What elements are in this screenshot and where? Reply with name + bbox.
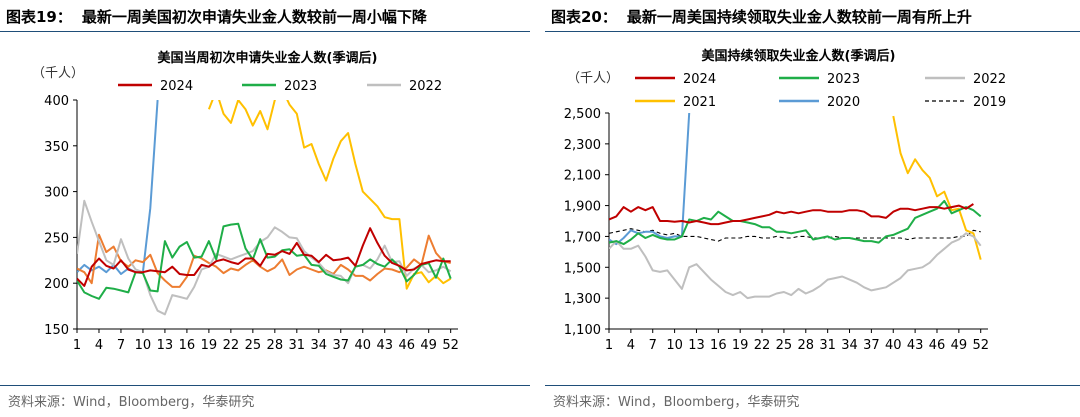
figure-title: 图表20： 最新一周美国持续领取失业金人数较前一周有所上升 bbox=[551, 6, 972, 27]
x-tick-label: 19 bbox=[732, 338, 749, 353]
x-tick-label: 34 bbox=[841, 338, 858, 353]
x-tick-label: 37 bbox=[863, 338, 880, 353]
figure-number: 图表20： bbox=[551, 8, 617, 26]
x-tick-label: 52 bbox=[972, 338, 989, 353]
figure-title: 图表19： 最新一周美国初次申请失业金人数较前一周小幅下降 bbox=[6, 6, 427, 27]
x-tick-label: 49 bbox=[951, 338, 968, 353]
figure-panel-continuing-claims: 图表20： 最新一周美国持续领取失业金人数较前一周有所上升 美国持续领取失业金人数… bbox=[545, 0, 1080, 417]
x-tick-label: 13 bbox=[157, 338, 174, 353]
x-tick-label: 28 bbox=[267, 338, 284, 353]
source-note: 资料来源：Wind，Bloomberg，华泰研究 bbox=[8, 395, 255, 410]
legend-label: 2022 bbox=[973, 72, 1006, 87]
x-tick-label: 1 bbox=[73, 338, 81, 353]
x-tick-label: 43 bbox=[907, 338, 924, 353]
chart-title: 美国持续领取失业金人数(季调后) bbox=[702, 48, 896, 64]
x-tick-label: 7 bbox=[117, 338, 125, 353]
legend-label: 2024 bbox=[160, 79, 193, 94]
series-line-2022 bbox=[609, 232, 982, 300]
continuing-claims-chart: 美国持续领取失业金人数(季调后) （千人） 2024 2023 2022 2021 2020… bbox=[564, 48, 1006, 353]
series-line-2023 bbox=[609, 199, 982, 246]
figure-title-text: 最新一周美国持续领取失业金人数较前一周有所上升 bbox=[626, 8, 972, 26]
series-line-2019 bbox=[609, 228, 981, 242]
series-line-2021 bbox=[207, 100, 452, 290]
x-tick-label: 16 bbox=[710, 338, 727, 353]
y-tick-label: 400 bbox=[44, 94, 69, 109]
x-tick-label: 40 bbox=[354, 338, 371, 353]
legend-label: 2021 bbox=[683, 95, 716, 110]
series-line-2021 bbox=[892, 115, 982, 260]
title-rule bbox=[0, 31, 530, 32]
x-tick-label: 10 bbox=[135, 338, 152, 353]
x-tick-label: 40 bbox=[885, 338, 902, 353]
x-tick-label: 1 bbox=[605, 338, 613, 353]
initial-claims-chart: 美国当周初次申请失业金人数(季调后) （千人） 2024 2023 2022 150 200… bbox=[32, 50, 459, 353]
x-tick-label: 49 bbox=[420, 338, 437, 353]
figure-title-text: 最新一周美国初次申请失业金人数较前一周小幅下降 bbox=[81, 8, 427, 26]
x-tick-label: 4 bbox=[95, 338, 103, 353]
x-tick-label: 22 bbox=[223, 338, 240, 353]
unit-label: （千人） bbox=[567, 71, 619, 86]
series-line-2020 bbox=[609, 113, 691, 246]
y-tick-label: 150 bbox=[44, 323, 69, 338]
y-tick-label: 1,500 bbox=[564, 261, 601, 276]
x-tick-label: 28 bbox=[798, 338, 815, 353]
plot-area bbox=[609, 113, 982, 300]
x-tick-label: 31 bbox=[289, 338, 306, 353]
y-tick-label: 1,100 bbox=[564, 323, 601, 338]
y-tick-label: 2,500 bbox=[564, 107, 601, 122]
y-tick-label: 2,300 bbox=[564, 138, 601, 153]
y-tick-label: 250 bbox=[44, 231, 69, 246]
x-tick-label: 22 bbox=[754, 338, 771, 353]
legend-label: 2023 bbox=[827, 72, 860, 87]
x-tick-label: 46 bbox=[929, 338, 946, 353]
y-tick-label: 1,900 bbox=[564, 200, 601, 215]
x-tick-label: 25 bbox=[245, 338, 262, 353]
x-tick-label: 10 bbox=[666, 338, 683, 353]
figure-number: 图表19： bbox=[6, 8, 72, 26]
series-line-2020 bbox=[77, 100, 159, 275]
x-tick-label: 46 bbox=[398, 338, 415, 353]
x-tick-label: 52 bbox=[442, 338, 459, 353]
y-tick-label: 1,300 bbox=[564, 292, 601, 307]
unit-label: （千人） bbox=[32, 66, 84, 81]
figure-panel-initial-claims: 图表19： 最新一周美国初次申请失业金人数较前一周小幅下降 美国当周初次申请失业金… bbox=[0, 0, 530, 417]
x-tick-label: 25 bbox=[776, 338, 793, 353]
series-line-2024 bbox=[609, 203, 974, 226]
chart-title: 美国当周初次申请失业金人数(季调后) bbox=[158, 50, 378, 66]
source-rule bbox=[545, 385, 1080, 386]
x-tick-label: 13 bbox=[688, 338, 705, 353]
series-line-2024 bbox=[77, 227, 451, 287]
x-tick-label: 43 bbox=[376, 338, 393, 353]
y-tick-label: 2,100 bbox=[564, 169, 601, 184]
source-rule bbox=[0, 385, 530, 386]
x-tick-label: 31 bbox=[819, 338, 836, 353]
y-tick-label: 300 bbox=[44, 186, 69, 201]
x-tick-label: 7 bbox=[649, 338, 657, 353]
x-tick-label: 16 bbox=[179, 338, 196, 353]
x-tick-label: 19 bbox=[201, 338, 218, 353]
plot-area bbox=[77, 100, 452, 316]
y-tick-label: 350 bbox=[44, 140, 69, 155]
series-line-2019 bbox=[77, 233, 451, 288]
legend-label: 2024 bbox=[683, 72, 716, 87]
series-line-2022 bbox=[77, 199, 452, 316]
legend-label: 2020 bbox=[827, 95, 860, 110]
source-note: 资料来源：Wind，Bloomberg，华泰研究 bbox=[553, 395, 800, 410]
legend-label: 2023 bbox=[284, 79, 317, 94]
x-tick-label: 34 bbox=[311, 338, 328, 353]
x-tick-label: 4 bbox=[627, 338, 635, 353]
x-tick-label: 37 bbox=[332, 338, 349, 353]
legend-label: 2022 bbox=[409, 79, 442, 94]
legend-label: 2019 bbox=[973, 95, 1006, 110]
title-rule bbox=[545, 31, 1080, 32]
y-tick-label: 200 bbox=[44, 277, 69, 292]
y-tick-label: 1,700 bbox=[564, 230, 601, 245]
